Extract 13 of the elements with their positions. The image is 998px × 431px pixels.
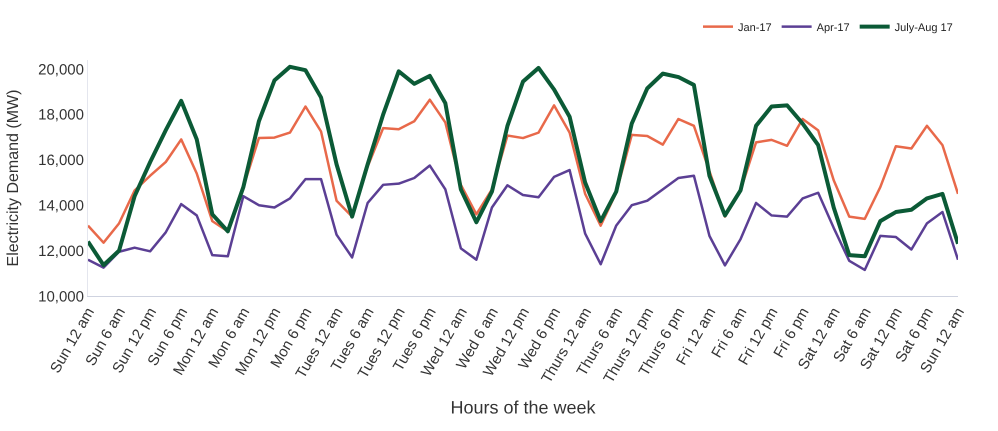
y-tick-label: 10,000: [38, 288, 84, 306]
legend-label: Jan-17: [738, 22, 772, 34]
y-tick-label: 12,000: [38, 242, 84, 260]
y-tick-label: 16,000: [38, 152, 84, 170]
y-tick-label: 20,000: [38, 61, 84, 78]
line-series: [88, 164, 958, 272]
legend-label: Apr-17: [816, 22, 850, 34]
y-tick-label: 18,000: [38, 106, 84, 124]
x-axis-title: Hours of the week: [450, 397, 597, 418]
y-axis-title: Electricity Demand (MW): [5, 90, 22, 266]
y-tick-label: 14,000: [38, 197, 84, 214]
legend-label: July-Aug 17: [894, 22, 953, 34]
line-series: [88, 64, 958, 268]
